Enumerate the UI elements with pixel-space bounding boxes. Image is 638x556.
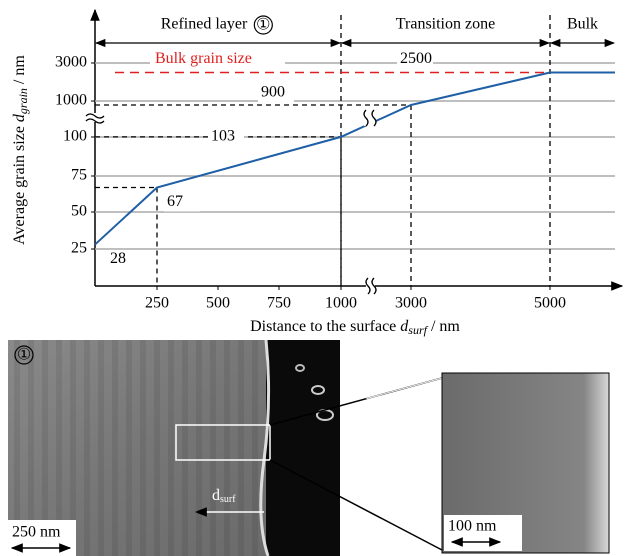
micrograph-marker: ① — [17, 347, 31, 364]
x-tick-label: 750 — [267, 295, 291, 312]
zone-label: Refined layer — [161, 16, 248, 33]
value-label-bg — [258, 84, 294, 102]
x-tick-label: 250 — [145, 295, 169, 312]
x-tick-label: 3000 — [395, 295, 427, 312]
value-label-bg — [208, 127, 244, 146]
y-tick-label: 1000 — [55, 92, 87, 109]
value-label: 28 — [110, 250, 126, 267]
axis-breaks — [85, 113, 377, 295]
micrograph-right: 100 nm — [441, 372, 610, 554]
direction-sub: surf — [220, 494, 236, 505]
zone-marker: ① — [256, 17, 270, 34]
reference-label: Bulk grain size — [155, 50, 252, 67]
y-tick-label: 3000 — [55, 54, 87, 71]
y-label-symbol: d — [11, 113, 28, 122]
x-tick-label: 5000 — [534, 295, 566, 312]
value-label: 2500 — [400, 50, 432, 67]
x-axis-label: Distance to the surface dsurf / nm — [250, 318, 460, 339]
y-axis-label: Average grain size dgrain / nm — [11, 55, 32, 245]
y-tick-label: 75 — [71, 167, 87, 184]
value-label-bg — [107, 250, 143, 269]
x-label-unit: / nm — [431, 318, 460, 335]
x-label-text: Distance to the surface — [250, 318, 396, 335]
x-tick-label: 1000 — [325, 295, 357, 312]
micrograph-left: ① 250 nm dsurf — [8, 339, 443, 556]
value-label-bg — [164, 193, 200, 212]
y-label-text: Average grain size — [11, 126, 28, 245]
x-label-sub: surf — [408, 323, 428, 337]
line-break — [363, 109, 377, 127]
reference-label-bg — [150, 49, 285, 70]
y-label-sub: grain — [16, 88, 30, 114]
value-label: 67 — [167, 193, 183, 210]
y-label-unit: / nm — [11, 55, 28, 84]
value-label-bg — [397, 50, 433, 69]
zone-label: Transition zone — [396, 16, 495, 33]
zone-label: Bulk — [567, 16, 598, 33]
x-tick-label: 500 — [206, 295, 230, 312]
scale-bar-label-right: 100 nm — [448, 518, 497, 535]
direction-label: dsurf — [212, 487, 236, 506]
series-line — [94, 71, 615, 246]
scale-bar-label: 250 nm — [12, 524, 61, 541]
x-label-symbol: d — [400, 318, 409, 335]
zone-marker-circle — [253, 15, 273, 35]
y-tick-label: 100 — [63, 128, 87, 145]
direction-symbol: d — [212, 487, 220, 504]
value-label: 103 — [211, 128, 235, 145]
y-tick-label: 50 — [71, 203, 87, 220]
y-tick-label: 25 — [71, 240, 87, 257]
value-label: 900 — [261, 84, 285, 101]
